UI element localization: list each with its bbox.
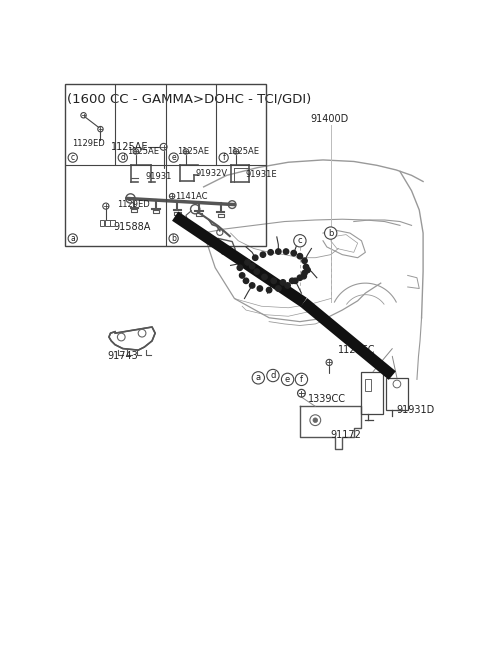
Circle shape — [169, 153, 178, 162]
Bar — [110, 220, 115, 226]
Circle shape — [294, 235, 306, 247]
Text: f: f — [300, 375, 303, 384]
Text: 91931D: 91931D — [396, 405, 434, 415]
Text: 91400D: 91400D — [310, 114, 348, 124]
Circle shape — [276, 249, 281, 254]
Text: 91172: 91172 — [331, 430, 361, 440]
Text: 1129ED: 1129ED — [117, 200, 149, 209]
Circle shape — [266, 287, 272, 293]
Circle shape — [297, 254, 302, 259]
Text: 91931: 91931 — [145, 171, 171, 181]
Circle shape — [324, 227, 337, 239]
Circle shape — [281, 373, 294, 386]
Circle shape — [285, 283, 290, 288]
Circle shape — [303, 264, 309, 270]
Circle shape — [250, 283, 255, 288]
Circle shape — [252, 372, 264, 384]
Circle shape — [237, 265, 242, 270]
Circle shape — [169, 234, 178, 243]
Bar — [361, 372, 383, 414]
Text: a: a — [256, 374, 261, 382]
Text: c: c — [298, 237, 302, 245]
Circle shape — [302, 258, 307, 264]
Circle shape — [260, 252, 265, 257]
Circle shape — [276, 286, 281, 291]
Text: d: d — [270, 371, 276, 380]
Text: b: b — [328, 229, 334, 238]
Text: (1600 CC - GAMMA>DOHC - TCI/GDI): (1600 CC - GAMMA>DOHC - TCI/GDI) — [67, 93, 312, 106]
Circle shape — [291, 250, 297, 256]
Text: 91743: 91743 — [108, 351, 138, 361]
Circle shape — [271, 278, 276, 283]
Circle shape — [68, 153, 77, 162]
Circle shape — [305, 268, 310, 273]
Bar — [65, 84, 266, 246]
Text: 1125AE: 1125AE — [111, 142, 149, 152]
Text: c: c — [71, 153, 75, 162]
Bar — [105, 220, 110, 226]
Circle shape — [297, 275, 302, 281]
Circle shape — [257, 286, 263, 291]
Circle shape — [240, 273, 245, 278]
Circle shape — [243, 278, 249, 283]
Text: 1125AE: 1125AE — [177, 147, 209, 156]
Circle shape — [118, 153, 127, 162]
Circle shape — [252, 255, 258, 260]
Text: b: b — [171, 234, 176, 243]
Bar — [386, 378, 408, 410]
Text: f: f — [222, 153, 225, 162]
Text: d: d — [120, 153, 125, 162]
Circle shape — [283, 249, 289, 254]
Circle shape — [68, 234, 77, 243]
Text: 1129EC: 1129EC — [338, 345, 376, 355]
Circle shape — [280, 279, 286, 285]
Text: e: e — [285, 375, 290, 384]
Text: a: a — [71, 234, 75, 243]
Circle shape — [219, 153, 228, 162]
Text: 91931E: 91931E — [245, 170, 277, 179]
Text: e: e — [171, 153, 176, 162]
Circle shape — [268, 250, 273, 255]
Text: 1125AE: 1125AE — [127, 147, 159, 156]
Circle shape — [301, 273, 306, 279]
Circle shape — [293, 278, 298, 283]
Circle shape — [295, 373, 308, 386]
Circle shape — [245, 260, 250, 265]
Text: 1125AE: 1125AE — [227, 147, 259, 156]
Circle shape — [302, 270, 307, 276]
Bar — [100, 220, 104, 226]
Circle shape — [262, 274, 267, 279]
Text: 91588A: 91588A — [114, 222, 151, 232]
Text: 1141AC: 1141AC — [175, 192, 208, 200]
Circle shape — [254, 269, 260, 274]
Circle shape — [250, 264, 255, 269]
Bar — [365, 380, 371, 391]
Text: 1339CC: 1339CC — [308, 393, 346, 403]
Circle shape — [267, 370, 279, 382]
Text: 1129ED: 1129ED — [72, 139, 105, 148]
Circle shape — [313, 418, 318, 422]
Circle shape — [289, 278, 295, 283]
Text: 91932V: 91932V — [195, 169, 228, 177]
